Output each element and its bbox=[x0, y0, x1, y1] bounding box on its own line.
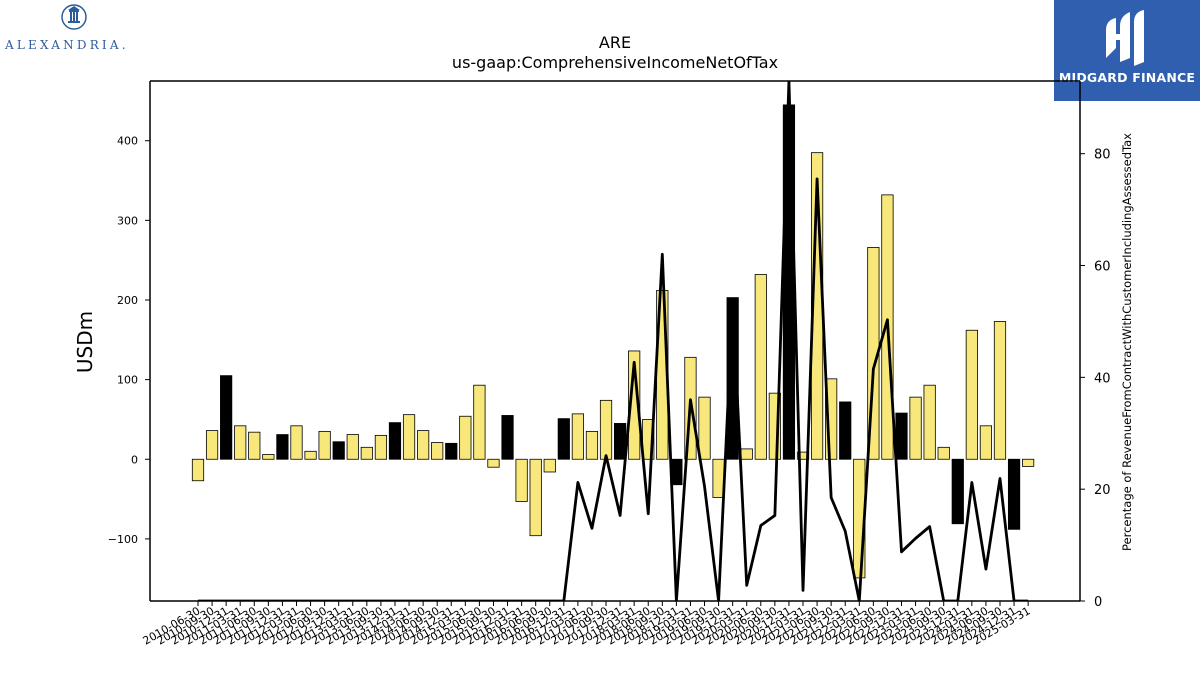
bar bbox=[445, 442, 458, 460]
bar bbox=[360, 446, 373, 460]
y2-tick-label: 40 bbox=[1094, 371, 1111, 386]
bar bbox=[698, 396, 711, 460]
y2-tick-label: 80 bbox=[1094, 148, 1111, 163]
chart-title: ARE bbox=[599, 33, 631, 52]
bar bbox=[234, 425, 247, 460]
bar bbox=[599, 399, 613, 460]
bar bbox=[1007, 458, 1021, 530]
bar bbox=[543, 458, 556, 473]
bar bbox=[529, 458, 542, 537]
y-tick-label: 200 bbox=[117, 294, 138, 307]
bar bbox=[1022, 458, 1035, 467]
bar bbox=[304, 450, 317, 460]
bar bbox=[276, 434, 289, 460]
bar bbox=[768, 392, 781, 460]
bar bbox=[417, 430, 430, 460]
y-tick-label: 100 bbox=[117, 374, 138, 387]
bar bbox=[979, 425, 993, 460]
bar bbox=[388, 422, 402, 460]
bar bbox=[318, 430, 331, 460]
x-axis-ticks: 2010-06-302010-09-302010-12-312011-03-31… bbox=[141, 601, 1033, 648]
y-axis-ticks: −100 0 100 200 300 400 bbox=[108, 135, 150, 546]
bar bbox=[191, 458, 205, 482]
bar bbox=[431, 442, 444, 460]
bar bbox=[487, 458, 500, 468]
bar bbox=[937, 446, 950, 460]
bar bbox=[262, 454, 275, 460]
bar bbox=[965, 329, 978, 460]
axes bbox=[149, 80, 1081, 602]
bar bbox=[825, 378, 838, 460]
midgard-m-icon bbox=[1106, 10, 1144, 66]
bar bbox=[374, 434, 388, 460]
bar bbox=[951, 458, 964, 525]
alexandria-logo: ALEXANDRIA. bbox=[0, 0, 150, 60]
bar bbox=[220, 375, 233, 460]
bar bbox=[332, 441, 345, 460]
y2-axis-ticks: 0 20 40 60 80 bbox=[1080, 148, 1111, 610]
bar bbox=[205, 430, 219, 460]
y-tick-label: 0 bbox=[131, 453, 138, 466]
bar bbox=[473, 384, 486, 460]
bar bbox=[839, 401, 852, 460]
bar bbox=[571, 413, 584, 460]
line-series bbox=[198, 81, 1029, 601]
bar bbox=[585, 430, 599, 460]
y-tick-label: 400 bbox=[117, 135, 138, 148]
bar bbox=[248, 431, 261, 460]
bar bbox=[909, 396, 922, 460]
y-axis-label: USDm bbox=[73, 311, 97, 373]
alexandria-wordmark: ALEXANDRIA. bbox=[5, 38, 129, 52]
bar bbox=[501, 415, 514, 460]
bar bbox=[895, 412, 908, 460]
bar bbox=[726, 297, 739, 460]
bar-series bbox=[191, 104, 1035, 579]
series-line bbox=[198, 81, 1029, 601]
y2-axis-label: Percentage of RevenueFromContractWithCus… bbox=[1120, 133, 1134, 551]
bar bbox=[614, 423, 627, 460]
bar bbox=[346, 434, 359, 460]
bar bbox=[740, 448, 753, 460]
bar bbox=[515, 458, 528, 502]
midgard-finance-logo: MIDGARD FINANCE bbox=[1054, 0, 1200, 101]
bar bbox=[557, 418, 570, 460]
bar bbox=[923, 384, 936, 460]
building-seal-icon bbox=[61, 4, 87, 30]
bar bbox=[628, 350, 641, 460]
bar bbox=[782, 104, 796, 460]
bar bbox=[402, 414, 416, 460]
midgard-wordmark: MIDGARD FINANCE bbox=[1058, 70, 1196, 85]
y-tick-label: −100 bbox=[108, 533, 138, 546]
y-tick-label: 300 bbox=[117, 214, 138, 227]
bar bbox=[754, 274, 767, 460]
bar bbox=[290, 425, 303, 460]
y2-tick-label: 0 bbox=[1094, 595, 1102, 610]
y2-tick-label: 20 bbox=[1094, 483, 1111, 498]
bar bbox=[993, 321, 1007, 460]
bar bbox=[459, 415, 472, 460]
chart-subtitle: us-gaap:ComprehensiveIncomeNetOfTax bbox=[452, 53, 778, 72]
y2-tick-label: 60 bbox=[1094, 260, 1111, 275]
